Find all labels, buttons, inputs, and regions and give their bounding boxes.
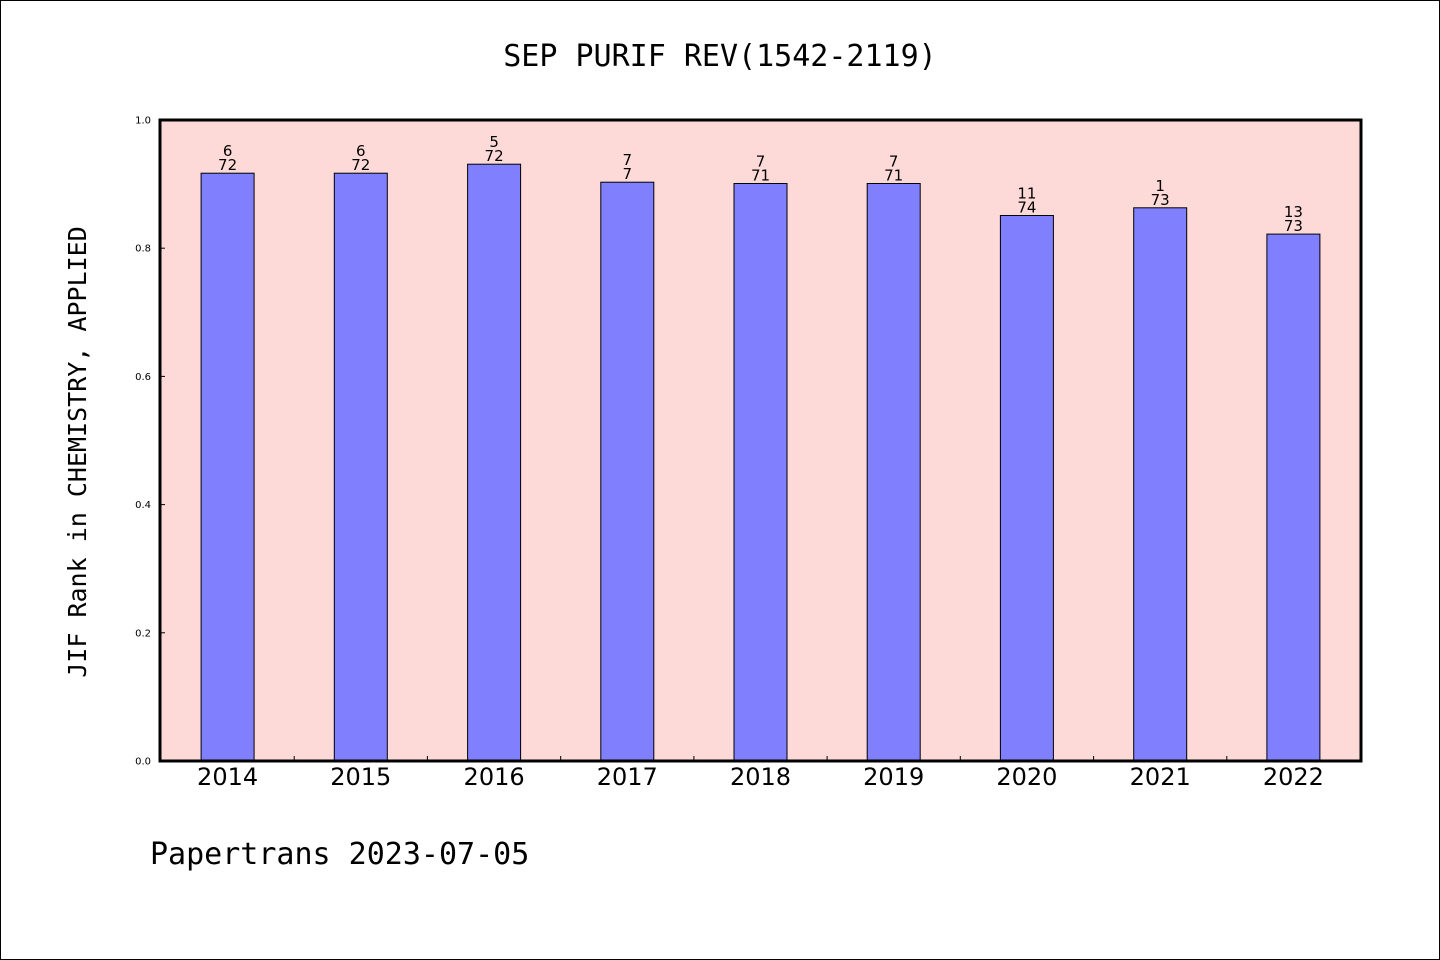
bar-label-total-2022: 73 bbox=[1284, 217, 1303, 235]
bar-2016 bbox=[467, 163, 522, 762]
bar-label-total-2021: 73 bbox=[1151, 191, 1170, 209]
y-tick-label-0.6: 0.6 bbox=[135, 372, 151, 383]
plot-frame bbox=[158, 118, 1363, 763]
x-tick-label-2015: 2015 bbox=[330, 763, 391, 791]
y-tick-label-0.0: 0.0 bbox=[135, 757, 151, 768]
bar-label-rank-2015: 6 bbox=[356, 142, 366, 160]
x-tick-label-2019: 2019 bbox=[863, 763, 924, 791]
bar-label-total-2018: 71 bbox=[751, 167, 770, 185]
y-tick-label-0.4: 0.4 bbox=[135, 500, 151, 511]
y-tick-label-0.2: 0.2 bbox=[135, 628, 151, 639]
bar-label-total-2014: 72 bbox=[218, 156, 237, 174]
bar-2022 bbox=[1266, 233, 1321, 762]
bar-label-total-2016: 72 bbox=[485, 147, 504, 165]
bar-label-rank-2014: 6 bbox=[223, 142, 233, 160]
bar-label-total-2020: 74 bbox=[1017, 199, 1036, 217]
bar-label-total-2017: 7 bbox=[623, 165, 633, 183]
bar-label-rank-2020: 11 bbox=[1017, 185, 1036, 203]
x-tick-label-2022: 2022 bbox=[1263, 763, 1324, 791]
x-tick-label-2018: 2018 bbox=[730, 763, 791, 791]
bar-label-rank-2022: 13 bbox=[1284, 203, 1303, 221]
y-tick-label-1.0: 1.0 bbox=[135, 116, 151, 127]
bar-label-rank-2019: 7 bbox=[889, 153, 899, 171]
x-axis: 2014 2015 2016 2017 2018 2019 2020 2021 2022 bbox=[197, 756, 1324, 791]
bar-2020 bbox=[999, 215, 1054, 762]
bar-2019 bbox=[866, 183, 921, 762]
footer-text: Papertrans 2023-07-05 bbox=[150, 837, 529, 872]
bar-label-rank-2016: 5 bbox=[489, 133, 499, 151]
chart-title: SEP PURIF REV(1542-2119) bbox=[503, 39, 936, 74]
bar-2015 bbox=[333, 172, 388, 762]
bar-2018 bbox=[733, 183, 788, 762]
bar-2021 bbox=[1133, 207, 1188, 762]
y-tick-label-0.8: 0.8 bbox=[135, 244, 151, 255]
bars-layer bbox=[200, 163, 1321, 762]
x-tick-label-2017: 2017 bbox=[597, 763, 658, 791]
x-tick-label-2020: 2020 bbox=[996, 763, 1057, 791]
bar-2014 bbox=[200, 172, 255, 762]
bar-label-rank-2017: 7 bbox=[623, 151, 633, 169]
x-tick-label-2014: 2014 bbox=[197, 763, 258, 791]
x-tick-label-2016: 2016 bbox=[464, 763, 525, 791]
bar-label-rank-2018: 7 bbox=[756, 153, 766, 171]
bar-label-rank-2021: 1 bbox=[1155, 177, 1165, 195]
x-tick-label-2021: 2021 bbox=[1130, 763, 1191, 791]
bar-label-total-2019: 71 bbox=[884, 167, 903, 185]
y-axis-label: JIF Rank in CHEMISTRY, APPLIED bbox=[63, 226, 92, 678]
bar-2017 bbox=[600, 181, 655, 762]
bar-label-total-2015: 72 bbox=[351, 156, 370, 174]
